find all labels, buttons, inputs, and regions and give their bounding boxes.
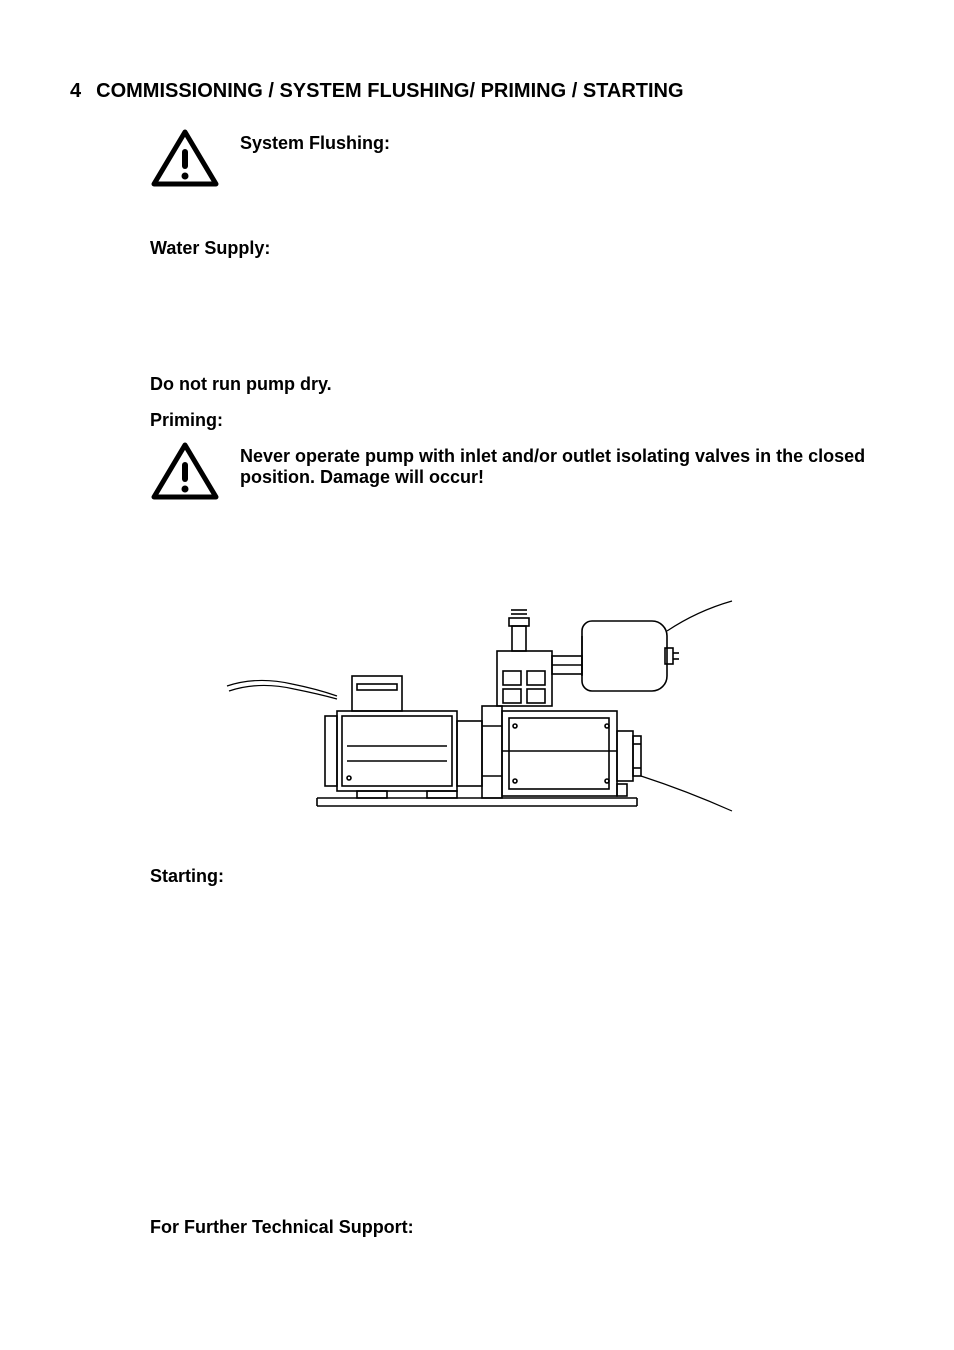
warning-triangle-icon xyxy=(150,441,220,506)
water-supply-label: Water Supply: xyxy=(150,238,884,259)
valve-warning-block: Never operate pump with inlet and/or out… xyxy=(150,441,884,506)
valve-warning-text: Never operate pump with inlet and/or out… xyxy=(240,441,884,488)
support-label: For Further Technical Support: xyxy=(150,1217,884,1238)
do-not-run-dry: Do not run pump dry. xyxy=(150,374,884,395)
starting-label: Starting: xyxy=(150,866,884,887)
section-title: COMMISSIONING / SYSTEM FLUSHING/ PRIMING… xyxy=(96,80,683,103)
section-heading: 4 COMMISSIONING / SYSTEM FLUSHING/ PRIMI… xyxy=(70,80,884,103)
warning-triangle-icon xyxy=(150,128,220,193)
system-flushing-block: System Flushing: xyxy=(150,128,884,193)
system-flushing-label: System Flushing: xyxy=(240,128,390,154)
section-number: 4 xyxy=(70,80,81,103)
spacer xyxy=(70,269,884,329)
priming-label: Priming: xyxy=(150,410,884,431)
pump-diagram xyxy=(70,556,884,836)
